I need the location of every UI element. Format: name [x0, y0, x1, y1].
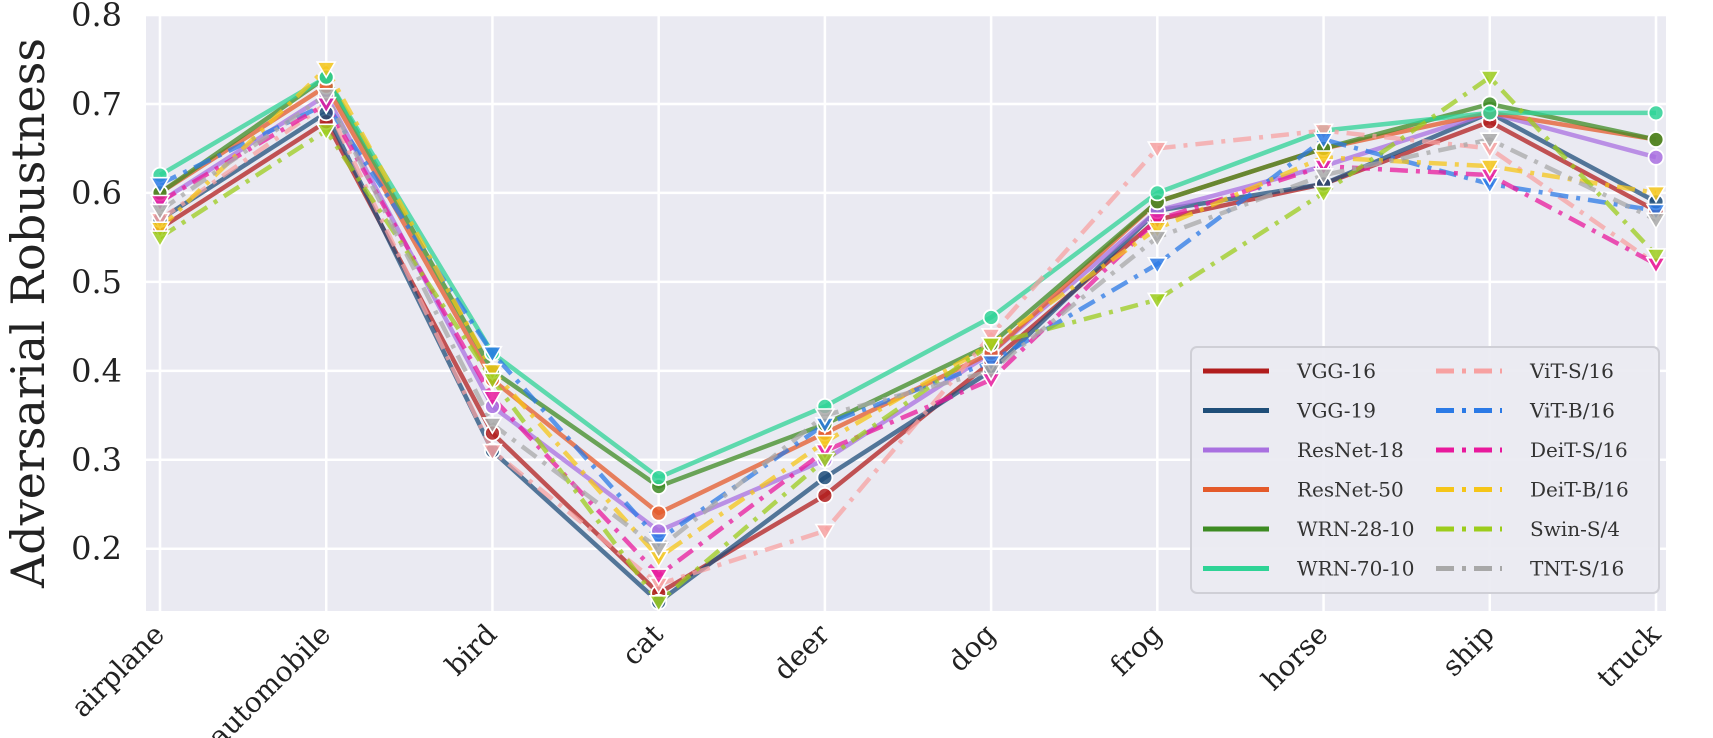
- legend-label: TNT-S/16: [1530, 557, 1624, 581]
- legend: VGG-16 VGG-19 ResNet-18 ResNet-50 WRN-28-10 W…: [1190, 346, 1660, 594]
- data-point: [982, 309, 1000, 326]
- y-tick-label: 0.3: [71, 441, 122, 479]
- data-point: [1313, 150, 1334, 168]
- legend-label: ViT-S/16: [1529, 359, 1614, 383]
- data-point: [149, 230, 171, 248]
- x-tick-label: bird: [439, 618, 504, 683]
- data-point: [1146, 212, 1168, 231]
- x-tick-label: dog: [941, 618, 1002, 679]
- x-tick-label: ship: [1435, 618, 1500, 683]
- y-tick-label: 0.6: [71, 174, 122, 212]
- legend-label: ResNet-18: [1297, 438, 1404, 462]
- data-point: [149, 176, 171, 195]
- data-point: [482, 345, 503, 364]
- data-point: [315, 123, 337, 142]
- x-tick-label: frog: [1104, 618, 1169, 683]
- series-line-8: [158, 101, 1658, 578]
- data-point: [816, 486, 834, 504]
- data-point: [482, 372, 503, 391]
- legend-label: DeiT-B/16: [1530, 478, 1629, 502]
- data-point: [149, 221, 171, 240]
- legend-label: VGG-19: [1296, 399, 1376, 423]
- series-line-9: [158, 66, 1657, 560]
- data-point: [650, 469, 668, 486]
- data-point: [1647, 148, 1665, 166]
- data-point: [315, 61, 337, 79]
- y-tick-label: 0.5: [71, 263, 122, 301]
- y-tick-labels: 0.2 0.3 0.4 0.5 0.6 0.7 0.8: [71, 0, 122, 568]
- data-point: [1146, 292, 1168, 311]
- data-point: [650, 504, 668, 522]
- series-line-11: [158, 92, 1657, 551]
- series-line-1: [158, 110, 1658, 605]
- x-tick-label: airplane: [65, 618, 171, 724]
- y-tick-label: 0.2: [71, 530, 122, 568]
- data-point: [814, 523, 836, 542]
- data-point: [1647, 104, 1665, 122]
- data-point: [482, 390, 503, 409]
- legend-label: ViT-B/16: [1529, 399, 1615, 423]
- data-point: [1148, 184, 1166, 202]
- data-point: [980, 363, 1002, 382]
- data-point: [1645, 248, 1667, 266]
- legend-label: WRN-28-10: [1297, 517, 1415, 541]
- data-point: [1313, 168, 1334, 186]
- data-point: [482, 417, 503, 435]
- legend-label: WRN-70-10: [1297, 557, 1415, 581]
- data-point: [816, 469, 834, 486]
- data-point: [1479, 132, 1501, 151]
- data-point: [1146, 221, 1168, 240]
- series-line-2: [158, 92, 1657, 534]
- data-point: [648, 568, 670, 586]
- legend-label: Swin-S/4: [1530, 517, 1620, 541]
- legend-box: [1190, 346, 1660, 594]
- series-markers: [149, 61, 1667, 613]
- x-tick-label: horse: [1255, 618, 1334, 697]
- x-tick-label: truck: [1590, 617, 1667, 694]
- data-point: [1146, 141, 1168, 159]
- data-point: [482, 443, 503, 462]
- y-tick-label: 0.4: [71, 352, 122, 390]
- data-point: [1481, 104, 1499, 122]
- data-point: [814, 408, 836, 426]
- y-tick-label: 0.7: [71, 85, 122, 123]
- y-tick-label: 0.8: [71, 0, 122, 34]
- data-point: [315, 88, 337, 106]
- x-tick-label: deer: [767, 617, 836, 686]
- legend-label: DeiT-S/16: [1530, 438, 1628, 462]
- series-line-5: [158, 75, 1656, 480]
- data-point: [1645, 212, 1667, 231]
- data-point: [1479, 159, 1501, 177]
- legend-label: ResNet-50: [1297, 478, 1404, 502]
- x-tick-labels: airplane automobile bird cat deer dog frog hors…: [65, 617, 1668, 738]
- y-axis-label: Adversarial Robustness: [1, 38, 55, 589]
- x-tick-label: automobile: [202, 618, 338, 738]
- series-lines: [158, 66, 1658, 605]
- data-point: [1146, 256, 1168, 275]
- data-point: [1645, 203, 1667, 222]
- data-point: [980, 354, 1002, 373]
- data-point: [1313, 123, 1334, 142]
- data-point: [648, 541, 670, 560]
- data-point: [980, 336, 1002, 355]
- data-point: [149, 194, 171, 213]
- data-point: [1645, 185, 1667, 204]
- data-point: [814, 452, 836, 471]
- data-point: [980, 328, 1002, 346]
- data-point: [648, 532, 670, 551]
- data-point: [149, 203, 171, 222]
- data-point: [1479, 70, 1501, 88]
- series-line-6: [158, 101, 1658, 587]
- data-point: [814, 434, 836, 453]
- data-point: [1313, 185, 1334, 204]
- data-point: [1146, 230, 1168, 248]
- data-point: [482, 363, 503, 382]
- data-point: [1647, 131, 1665, 148]
- legend-label: VGG-16: [1296, 359, 1376, 383]
- data-point: [1313, 132, 1334, 151]
- data-point: [648, 594, 670, 613]
- x-tick-label: cat: [615, 617, 670, 672]
